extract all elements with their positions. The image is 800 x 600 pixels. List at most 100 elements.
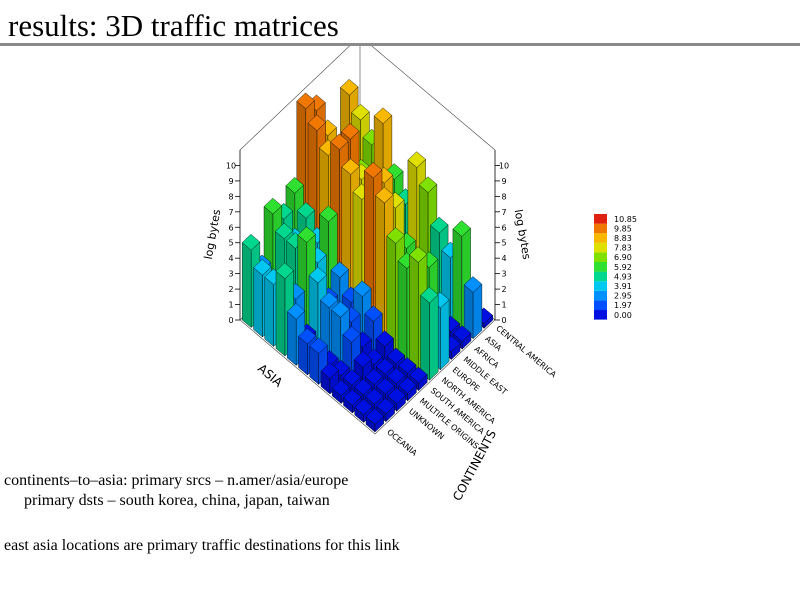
bar-face-left — [452, 228, 463, 330]
slide-title: results: 3D traffic matrices — [8, 8, 339, 43]
bar-face-right — [472, 283, 483, 340]
z-tick-label: 1 — [228, 301, 233, 310]
bar-top — [320, 291, 339, 309]
chart: 0 1 2 3 4 5 6 7 8 9 10 log bytes 0 1 2 3 4 5 6 7 8 9 10 log byt… — [202, 46, 637, 503]
colorbar-swatch — [594, 252, 607, 262]
bar-top — [353, 280, 372, 297]
bar-face-right — [429, 294, 439, 381]
bar-top — [387, 387, 406, 404]
bar-top — [376, 377, 395, 395]
bar-top — [452, 220, 471, 237]
bar-top — [340, 79, 359, 96]
bar-top — [375, 330, 394, 347]
colorbar-swatch — [594, 233, 607, 243]
bar-top — [343, 389, 362, 406]
bar-top — [342, 369, 362, 386]
z-tick-label: 10 — [226, 161, 236, 170]
z-tick-label: 3 — [228, 270, 233, 279]
bar-top — [365, 408, 384, 425]
z-tick-label: 5 — [228, 239, 233, 248]
bar-top — [365, 368, 384, 385]
note: primary dsts – south korea, china, japan… — [24, 492, 330, 509]
bar-top — [354, 378, 373, 396]
bar-top — [285, 177, 304, 194]
colorbar-label: 0.00 — [614, 311, 632, 320]
z-tick-label: 6 — [228, 223, 233, 232]
bar-top — [387, 367, 406, 384]
bar-top — [386, 347, 406, 365]
bar-top — [376, 397, 395, 415]
bar-top — [331, 301, 350, 318]
bar-top — [351, 103, 370, 121]
note: east asia locations are primary traffic … — [4, 537, 400, 554]
bar-face-left — [397, 260, 408, 362]
bar-top — [409, 246, 428, 263]
bar-top — [375, 186, 394, 204]
colorbar-label: 9.85 — [614, 224, 632, 233]
bar-top — [309, 337, 328, 354]
colorbar-label: 8.83 — [614, 234, 632, 243]
colorbar-swatch — [594, 281, 607, 291]
z-tick-label: 9 — [228, 177, 233, 186]
bar-top — [420, 286, 439, 304]
z-tick-label: 8 — [228, 192, 233, 201]
bar-top — [418, 176, 438, 193]
bar-top — [386, 227, 405, 244]
colorbar-label: 10.85 — [614, 215, 637, 224]
bar-top — [298, 327, 317, 345]
back-wall — [239, 46, 496, 151]
z-tick-label: 8 — [501, 192, 506, 201]
z-tick-label: 2 — [501, 285, 506, 294]
bar-top — [363, 162, 383, 179]
bar-top — [307, 114, 326, 131]
bar-top — [296, 202, 316, 219]
bar-top — [341, 123, 360, 140]
colorbar-label: 5.92 — [614, 263, 632, 272]
bar-top — [308, 266, 328, 284]
note: continents–to–asia: primary srcs – n.ame… — [4, 472, 349, 489]
colorbar-swatch — [594, 223, 607, 234]
bar-face-left — [275, 270, 286, 357]
bar-top — [330, 261, 349, 278]
bar-top — [275, 262, 294, 279]
colorbar-label: 2.95 — [614, 292, 632, 301]
bar-top — [241, 234, 261, 251]
colorbar-swatch — [594, 214, 607, 224]
bar-face-left — [287, 311, 297, 366]
colorbar-label: 1.97 — [614, 301, 632, 310]
bar-top — [320, 362, 339, 379]
bar-top — [331, 379, 351, 397]
z-tick-label: 4 — [501, 254, 506, 263]
bar-face-right — [440, 299, 450, 371]
z-axis-title: log bytes — [512, 208, 534, 260]
title-rule — [0, 43, 800, 46]
bar-top — [319, 205, 338, 223]
bar-top — [286, 303, 306, 320]
z-tick-label: 7 — [228, 208, 233, 217]
bar-top — [296, 92, 315, 110]
bar-top — [341, 158, 360, 175]
bar-top — [342, 326, 361, 343]
bar-top — [364, 305, 383, 322]
bar-top — [375, 358, 395, 375]
bar-face-left — [409, 254, 419, 372]
bar-face-left — [420, 294, 430, 381]
z-axis-title: log bytes — [202, 208, 224, 260]
bar-top — [398, 357, 417, 374]
z-tick-label: 3 — [501, 270, 506, 279]
bar-face-left — [241, 242, 252, 328]
colorbar-label: 7.83 — [614, 244, 632, 253]
colorbar-swatch — [594, 290, 607, 301]
bar-top — [354, 398, 373, 416]
colorbar-label: 3.91 — [614, 282, 632, 291]
row-label: OCEANIA — [385, 427, 419, 458]
colorbar-label: 4.93 — [614, 272, 632, 281]
bar-face-left — [253, 267, 263, 338]
bar-top — [275, 222, 294, 240]
bar-top — [430, 216, 449, 234]
x-axis-title: ASIA — [255, 361, 286, 390]
colorbar-swatch — [594, 300, 607, 310]
bar-face-left — [264, 276, 274, 347]
bar-top — [409, 366, 428, 384]
